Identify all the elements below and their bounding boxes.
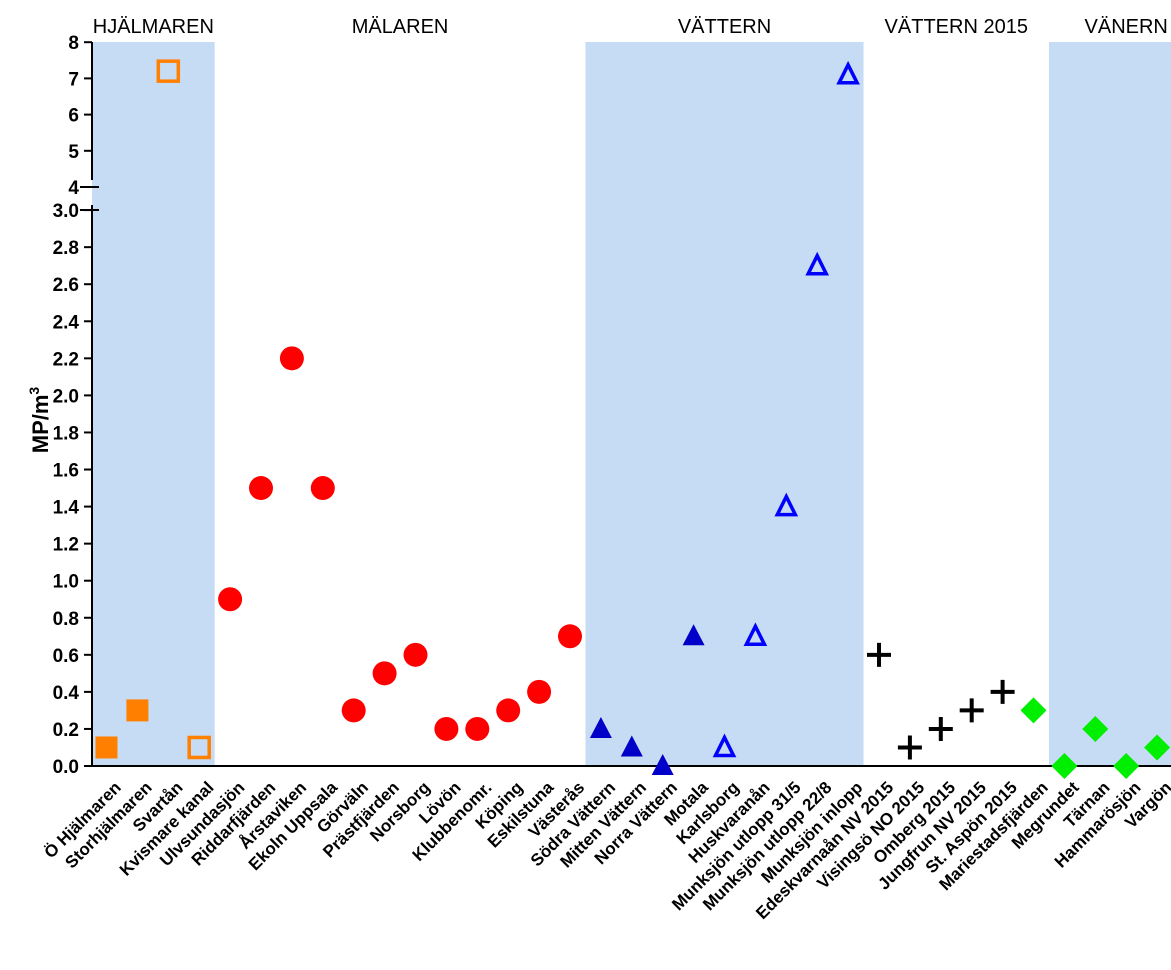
point-riddarfjärden bbox=[249, 476, 273, 501]
y-tick-label: 2.8 bbox=[53, 238, 79, 259]
point-megrundet bbox=[1051, 753, 1078, 779]
y-tick-label: 0.4 bbox=[53, 683, 80, 704]
y-tick-label: 5 bbox=[68, 142, 79, 163]
y-tick-label: 1.6 bbox=[53, 461, 79, 482]
x-tick-labels: Ö HjälmarenStorhjälmarenSvartånKvismare … bbox=[41, 777, 1171, 922]
y-tick-label: 1.8 bbox=[53, 423, 79, 444]
point-prästfjärden bbox=[372, 661, 397, 686]
y-tick-label: 2.0 bbox=[53, 386, 79, 407]
point-vargön bbox=[1144, 734, 1171, 761]
point-huskvaranån bbox=[743, 622, 768, 647]
y-tick-label: 1.2 bbox=[53, 535, 79, 556]
y-tick-label: 1.0 bbox=[53, 572, 79, 593]
point-görväln bbox=[341, 698, 366, 723]
y-tick-label: 7 bbox=[68, 69, 79, 90]
y-tick-label: 2.4 bbox=[53, 312, 80, 333]
band-4 bbox=[1048, 42, 1171, 766]
y-tick-label: 4 bbox=[68, 178, 79, 199]
y-ticks: 0.0 0.2 0.4 0.6 0.8 1.0 1.2 1.4 1.6 1.8 2.0 2.2 2.4 2… bbox=[53, 33, 92, 778]
point-ekoln-uppsala bbox=[310, 476, 335, 501]
group-bands bbox=[92, 42, 1171, 766]
point-södra-vättern bbox=[589, 716, 612, 738]
point-kvismare-kanal bbox=[187, 735, 211, 760]
point-mariestadsfjärden bbox=[1020, 697, 1047, 724]
data-points bbox=[95, 59, 1171, 779]
group-labels: HJÄLMAREN MÄLAREN VÄTTERN VÄTTERN 2015 VÄNER… bbox=[93, 16, 1168, 38]
group-label-4: VÄNERN bbox=[1085, 16, 1168, 38]
point-motala bbox=[682, 624, 705, 646]
point-årstaviken bbox=[279, 346, 304, 371]
point-munksjön-utlopp-22-8 bbox=[805, 251, 830, 276]
point-eskilstuna bbox=[527, 679, 552, 704]
point-hammarösjön bbox=[1113, 753, 1140, 779]
point-karlsborg bbox=[712, 733, 737, 758]
point-visingsö-no-2015 bbox=[897, 735, 922, 760]
group-label-0: HJÄLMAREN bbox=[93, 16, 214, 38]
point-norsborg bbox=[403, 642, 428, 667]
point-mitten-vättern bbox=[620, 735, 643, 757]
point-ö-hjälmaren bbox=[95, 736, 118, 759]
group-label-3: VÄTTERN 2015 bbox=[885, 16, 1028, 38]
point-svartån bbox=[156, 59, 181, 83]
y-tick-label: 0.2 bbox=[53, 720, 79, 741]
y-tick-label: 1.4 bbox=[53, 498, 80, 519]
y-tick-label: 0.0 bbox=[53, 757, 79, 778]
y-tick-label: 8 bbox=[68, 33, 79, 54]
y-tick-label: 0.8 bbox=[53, 609, 79, 630]
point-jungfrun-nv-2015 bbox=[959, 698, 984, 723]
point-munksjön-inlopp bbox=[836, 60, 860, 85]
point-st-aspön-2015 bbox=[990, 679, 1015, 704]
point-köping bbox=[496, 698, 521, 723]
band-2 bbox=[585, 42, 864, 766]
point-klubbenomr- bbox=[465, 716, 490, 741]
y-tick-label: 0.6 bbox=[53, 646, 79, 667]
point-storhjälmaren bbox=[126, 699, 149, 722]
y-tick-label: 2.2 bbox=[53, 349, 79, 370]
point-ulvsundasjön bbox=[218, 587, 243, 612]
y-tick-label: 3.0 bbox=[53, 201, 79, 222]
point-munksjön-utlopp-31-5 bbox=[774, 492, 799, 517]
point-lövön bbox=[434, 716, 459, 741]
y-axis-title: MP/m3 bbox=[26, 387, 53, 454]
point-edeskvarnaån-nv-2015 bbox=[867, 642, 891, 667]
point-tärnan bbox=[1082, 715, 1109, 742]
y-tick-label: 2.6 bbox=[53, 275, 79, 296]
point-norra-vättern bbox=[651, 754, 674, 775]
group-label-1: MÄLAREN bbox=[352, 16, 449, 38]
point-västerås bbox=[558, 624, 582, 649]
band-0 bbox=[92, 42, 215, 766]
y-tick-label: 6 bbox=[68, 106, 79, 127]
point-omberg-2015 bbox=[928, 716, 953, 741]
group-label-2: VÄTTERN bbox=[678, 16, 771, 38]
